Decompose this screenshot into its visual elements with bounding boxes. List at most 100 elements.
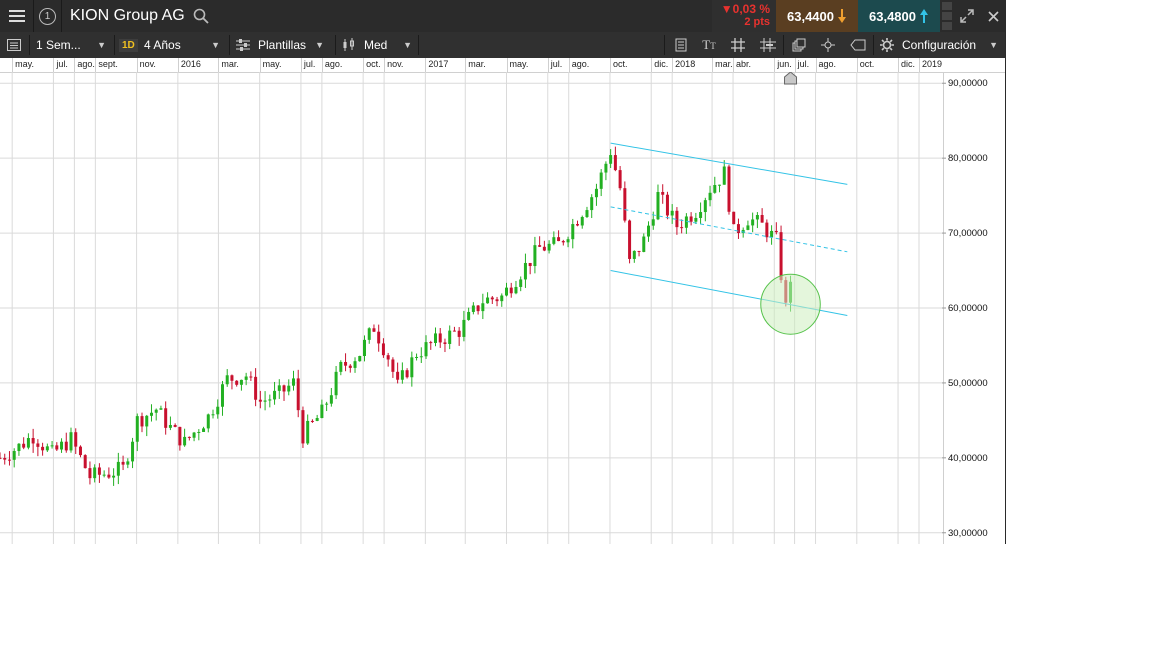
sell-button[interactable]: 63,4400 bbox=[776, 0, 858, 32]
candle-body bbox=[462, 319, 466, 337]
candle-body bbox=[287, 385, 291, 392]
candle-body bbox=[97, 467, 101, 475]
month-label: oct. bbox=[366, 59, 381, 69]
templates-dropdown[interactable]: Plantillas ▼ bbox=[236, 32, 328, 58]
candle-body bbox=[618, 170, 622, 189]
month-tick bbox=[568, 58, 570, 72]
month-label: nov. bbox=[139, 59, 156, 69]
candle-body bbox=[211, 414, 215, 416]
month-label: oct. bbox=[859, 59, 875, 69]
candle-body bbox=[708, 192, 712, 201]
candle-body bbox=[249, 376, 253, 378]
month-tick bbox=[794, 58, 796, 72]
candle-body bbox=[481, 303, 485, 312]
candle-body bbox=[112, 475, 116, 478]
candle-body bbox=[585, 210, 589, 218]
candle-body bbox=[310, 420, 314, 422]
month-label: dic. bbox=[654, 59, 669, 69]
month-tick bbox=[465, 58, 467, 72]
month-label: ago. bbox=[324, 59, 343, 69]
candle-body bbox=[220, 384, 224, 407]
candle-body bbox=[699, 212, 703, 218]
list-button[interactable] bbox=[0, 32, 28, 58]
templates-icon bbox=[236, 39, 250, 51]
instrument-title-area[interactable]: KION Group AG bbox=[70, 0, 209, 32]
candle-body bbox=[291, 378, 295, 386]
month-label: sept. bbox=[98, 59, 118, 69]
indicators-icon bbox=[675, 38, 687, 52]
month-label: may. bbox=[15, 59, 35, 69]
avg-dropdown[interactable]: Med ▼ bbox=[342, 32, 416, 58]
candle-body bbox=[7, 459, 11, 461]
period-dropdown[interactable]: 4 Años ▼ bbox=[144, 32, 224, 58]
candle-body bbox=[609, 155, 613, 164]
month-tick bbox=[672, 58, 674, 72]
label-button[interactable] bbox=[846, 32, 870, 58]
label-icon bbox=[850, 39, 866, 51]
candle-body bbox=[632, 250, 636, 259]
indicators-button[interactable] bbox=[668, 32, 692, 58]
candle-body bbox=[694, 217, 698, 222]
candle-body bbox=[36, 443, 40, 447]
month-label: nov. bbox=[387, 59, 404, 69]
candle-body bbox=[628, 220, 632, 259]
y-tick-label: 70,00000 bbox=[948, 228, 988, 239]
month-tick bbox=[919, 58, 920, 72]
month-tick bbox=[609, 58, 611, 72]
month-label: ago. bbox=[818, 59, 837, 69]
candle-body bbox=[594, 188, 598, 198]
channel-line bbox=[610, 142, 848, 185]
month-tick bbox=[363, 58, 365, 72]
volume-bars-icon bbox=[942, 2, 952, 30]
candle-body bbox=[415, 356, 419, 358]
candle-body bbox=[348, 365, 352, 368]
close-button[interactable] bbox=[980, 0, 1005, 32]
candle-body bbox=[145, 415, 149, 427]
month-tick bbox=[898, 58, 900, 72]
candle-body bbox=[168, 424, 172, 428]
candle-body bbox=[410, 357, 414, 378]
list-icon bbox=[7, 39, 21, 51]
price-change: ▼0,03 % 2 pts bbox=[712, 0, 776, 32]
month-label: mar. bbox=[468, 59, 486, 69]
change-points: 2 pts bbox=[744, 16, 770, 28]
candle-body bbox=[751, 219, 755, 226]
candle-body bbox=[552, 237, 556, 244]
interval-1d[interactable]: 1D bbox=[119, 32, 138, 58]
month-label: 2019 bbox=[922, 59, 943, 69]
highlight-ellipse bbox=[760, 273, 821, 335]
candle-body bbox=[689, 216, 693, 222]
candle-body bbox=[306, 420, 310, 444]
range-dropdown[interactable]: 1 Sem... ▼ bbox=[36, 32, 112, 58]
top-bar: 1 KION Group AG ▼0,03 % 2 pts 63,4400 63… bbox=[0, 0, 1005, 32]
settings-dropdown[interactable]: Configuración ▼ bbox=[880, 32, 1005, 58]
month-tick bbox=[74, 58, 76, 72]
candle-body bbox=[400, 370, 404, 380]
candle-body bbox=[505, 287, 509, 296]
layers-button[interactable] bbox=[787, 32, 811, 58]
month-label: oct. bbox=[612, 59, 628, 69]
chart-number-button[interactable]: 1 bbox=[34, 0, 62, 32]
candle-body bbox=[239, 379, 243, 385]
grid-button[interactable] bbox=[726, 32, 750, 58]
candle-body bbox=[362, 339, 366, 356]
crosshair-grid-button[interactable] bbox=[756, 32, 780, 58]
text-size-button[interactable]: TT bbox=[696, 32, 722, 58]
y-tick-label: 30,00000 bbox=[948, 528, 988, 539]
candle-body bbox=[17, 443, 21, 452]
period-value: 4 Años bbox=[144, 38, 181, 52]
buy-button[interactable]: 63,4800 bbox=[858, 0, 940, 32]
expand-button[interactable] bbox=[954, 0, 980, 32]
month-label: 2018 bbox=[675, 59, 696, 69]
candle-body bbox=[41, 446, 45, 451]
candle-body bbox=[192, 432, 196, 438]
month-label: jul. bbox=[797, 59, 810, 69]
interval-badge: 1D bbox=[119, 38, 138, 52]
candle-body bbox=[429, 342, 433, 344]
candle-body bbox=[102, 474, 106, 476]
candle-body bbox=[604, 163, 608, 173]
cursor-button[interactable] bbox=[816, 32, 840, 58]
candle-body bbox=[339, 361, 343, 372]
search-icon[interactable] bbox=[193, 8, 209, 24]
menu-button[interactable] bbox=[0, 0, 34, 32]
